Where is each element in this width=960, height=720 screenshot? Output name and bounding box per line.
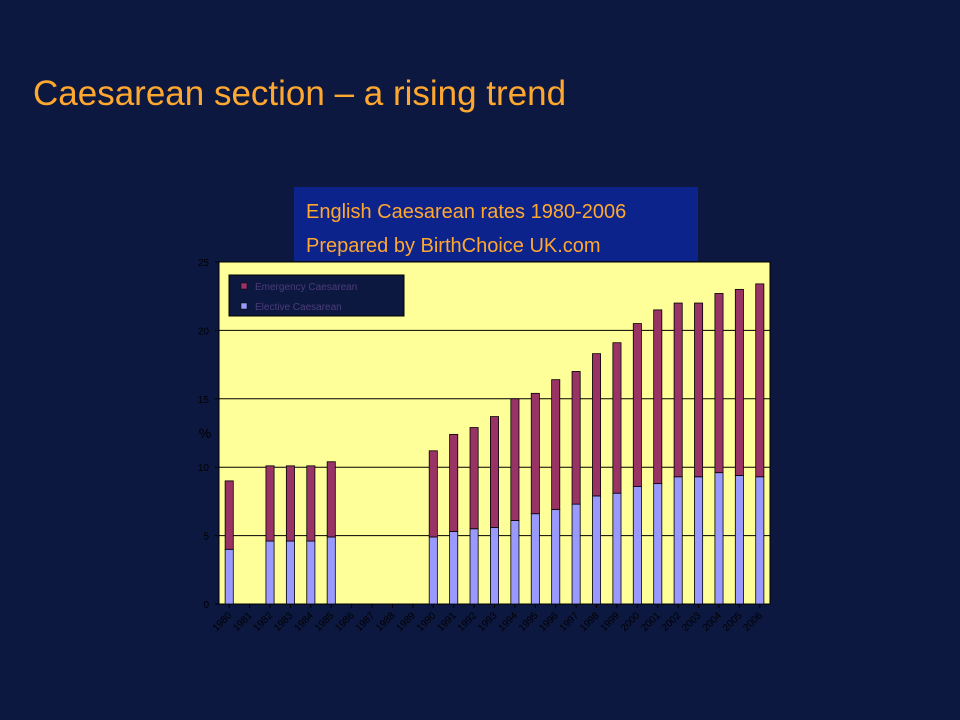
bar-emergency-2000 bbox=[632, 323, 642, 487]
x-tick-label-1990: 1990 bbox=[415, 610, 439, 634]
bar-elective-2003 bbox=[694, 476, 704, 605]
x-tick-label-2005: 2005 bbox=[721, 610, 745, 634]
bar-elective-1997 bbox=[571, 503, 581, 605]
bar-emergency-1985 bbox=[326, 461, 336, 538]
bar-emergency-2001 bbox=[653, 309, 663, 485]
x-tick-label-2003: 2003 bbox=[680, 610, 704, 634]
x-tick-label-2001: 2001 bbox=[639, 610, 663, 634]
bar-emergency-2002 bbox=[673, 302, 683, 478]
bar-elective-1982 bbox=[265, 540, 275, 605]
x-tick-label-1980: 1980 bbox=[211, 610, 235, 634]
bar-emergency-1999 bbox=[612, 342, 622, 494]
bar-emergency-1997 bbox=[571, 371, 581, 505]
x-tick-label-1988: 1988 bbox=[374, 610, 398, 634]
bar-emergency-1990 bbox=[428, 450, 438, 538]
y-tick-label-20: 20 bbox=[198, 326, 210, 337]
slide-title: Caesarean section – a rising trend bbox=[33, 74, 567, 113]
bar-emergency-1996 bbox=[551, 379, 561, 511]
bar-elective-1999 bbox=[612, 492, 622, 605]
x-tick-label-2002: 2002 bbox=[660, 610, 684, 634]
x-tick-label-1998: 1998 bbox=[578, 610, 602, 634]
bar-emergency-1983 bbox=[285, 465, 295, 542]
x-tick-label-1986: 1986 bbox=[333, 610, 357, 634]
bar-emergency-1995 bbox=[530, 392, 540, 515]
bar-elective-2002 bbox=[673, 476, 683, 605]
legend-swatch-elective bbox=[240, 302, 248, 310]
bar-elective-2001 bbox=[653, 483, 663, 605]
bar-elective-1992 bbox=[469, 528, 479, 605]
x-tick-label-2004: 2004 bbox=[701, 610, 725, 634]
caption-line-2: Prepared by BirthChoice UK.com bbox=[306, 235, 601, 257]
bar-elective-1993 bbox=[490, 526, 499, 605]
y-axis-title: % bbox=[199, 425, 211, 441]
x-tick-label-1983: 1983 bbox=[272, 610, 296, 634]
x-tick-label-1985: 1985 bbox=[313, 610, 337, 634]
bar-emergency-2006 bbox=[755, 283, 765, 478]
bar-emergency-1991 bbox=[449, 433, 459, 532]
x-tick-label-1999: 1999 bbox=[599, 610, 623, 634]
bar-elective-1996 bbox=[551, 509, 561, 605]
bar-elective-1994 bbox=[510, 520, 520, 605]
bar-emergency-1984 bbox=[306, 465, 316, 542]
bar-emergency-2004 bbox=[714, 293, 724, 474]
chart-caption-box: English Caesarean rates 1980-2006 Prepar… bbox=[294, 187, 698, 261]
x-tick-label-1996: 1996 bbox=[537, 610, 561, 634]
bar-elective-1983 bbox=[285, 540, 295, 605]
bar-emergency-1993 bbox=[490, 416, 499, 528]
x-tick-label-1997: 1997 bbox=[558, 610, 582, 634]
legend-box bbox=[228, 274, 405, 317]
y-tick-label-15: 15 bbox=[198, 395, 210, 406]
bar-emergency-1980 bbox=[224, 480, 234, 550]
x-tick-label-1982: 1982 bbox=[252, 610, 276, 634]
caption-line-1: English Caesarean rates 1980-2006 bbox=[306, 201, 627, 223]
bar-elective-1991 bbox=[449, 531, 459, 605]
bar-elective-2006 bbox=[755, 476, 765, 605]
y-tick-label-0: 0 bbox=[203, 600, 209, 611]
bar-elective-1980 bbox=[224, 548, 234, 605]
x-tick-label-1993: 1993 bbox=[476, 610, 500, 634]
bar-elective-2000 bbox=[632, 485, 642, 605]
x-tick-label-1981: 1981 bbox=[231, 610, 255, 634]
bar-elective-2004 bbox=[714, 472, 724, 605]
bar-emergency-2005 bbox=[734, 288, 744, 476]
bar-elective-1984 bbox=[306, 540, 316, 605]
x-tick-label-1984: 1984 bbox=[292, 610, 316, 634]
x-tick-label-1991: 1991 bbox=[435, 610, 459, 634]
legend-label-elective: Elective Caesarean bbox=[255, 302, 342, 313]
legend-label-emergency: Emergency Caesarean bbox=[255, 282, 357, 293]
x-tick-label-2006: 2006 bbox=[741, 610, 765, 634]
bar-emergency-1994 bbox=[510, 398, 520, 521]
y-tick-label-10: 10 bbox=[198, 463, 210, 474]
y-tick-label-5: 5 bbox=[203, 532, 209, 543]
y-tick-label-25: 25 bbox=[198, 258, 210, 269]
x-tick-label-1994: 1994 bbox=[497, 610, 521, 634]
x-tick-label-1987: 1987 bbox=[354, 610, 378, 634]
bar-emergency-1982 bbox=[265, 465, 275, 542]
bar-emergency-1998 bbox=[592, 353, 602, 497]
x-tick-label-1992: 1992 bbox=[456, 610, 480, 634]
legend-swatch-emergency bbox=[240, 282, 248, 290]
bar-elective-1985 bbox=[326, 536, 336, 605]
bar-elective-1990 bbox=[428, 536, 438, 605]
bar-emergency-1992 bbox=[469, 427, 479, 530]
bar-elective-1998 bbox=[592, 495, 602, 605]
bar-elective-2005 bbox=[734, 475, 744, 605]
x-tick-label-2000: 2000 bbox=[619, 610, 643, 634]
bar-elective-1995 bbox=[530, 513, 540, 605]
x-tick-label-1995: 1995 bbox=[517, 610, 541, 634]
bar-emergency-2003 bbox=[694, 302, 704, 478]
x-tick-label-1989: 1989 bbox=[394, 610, 418, 634]
